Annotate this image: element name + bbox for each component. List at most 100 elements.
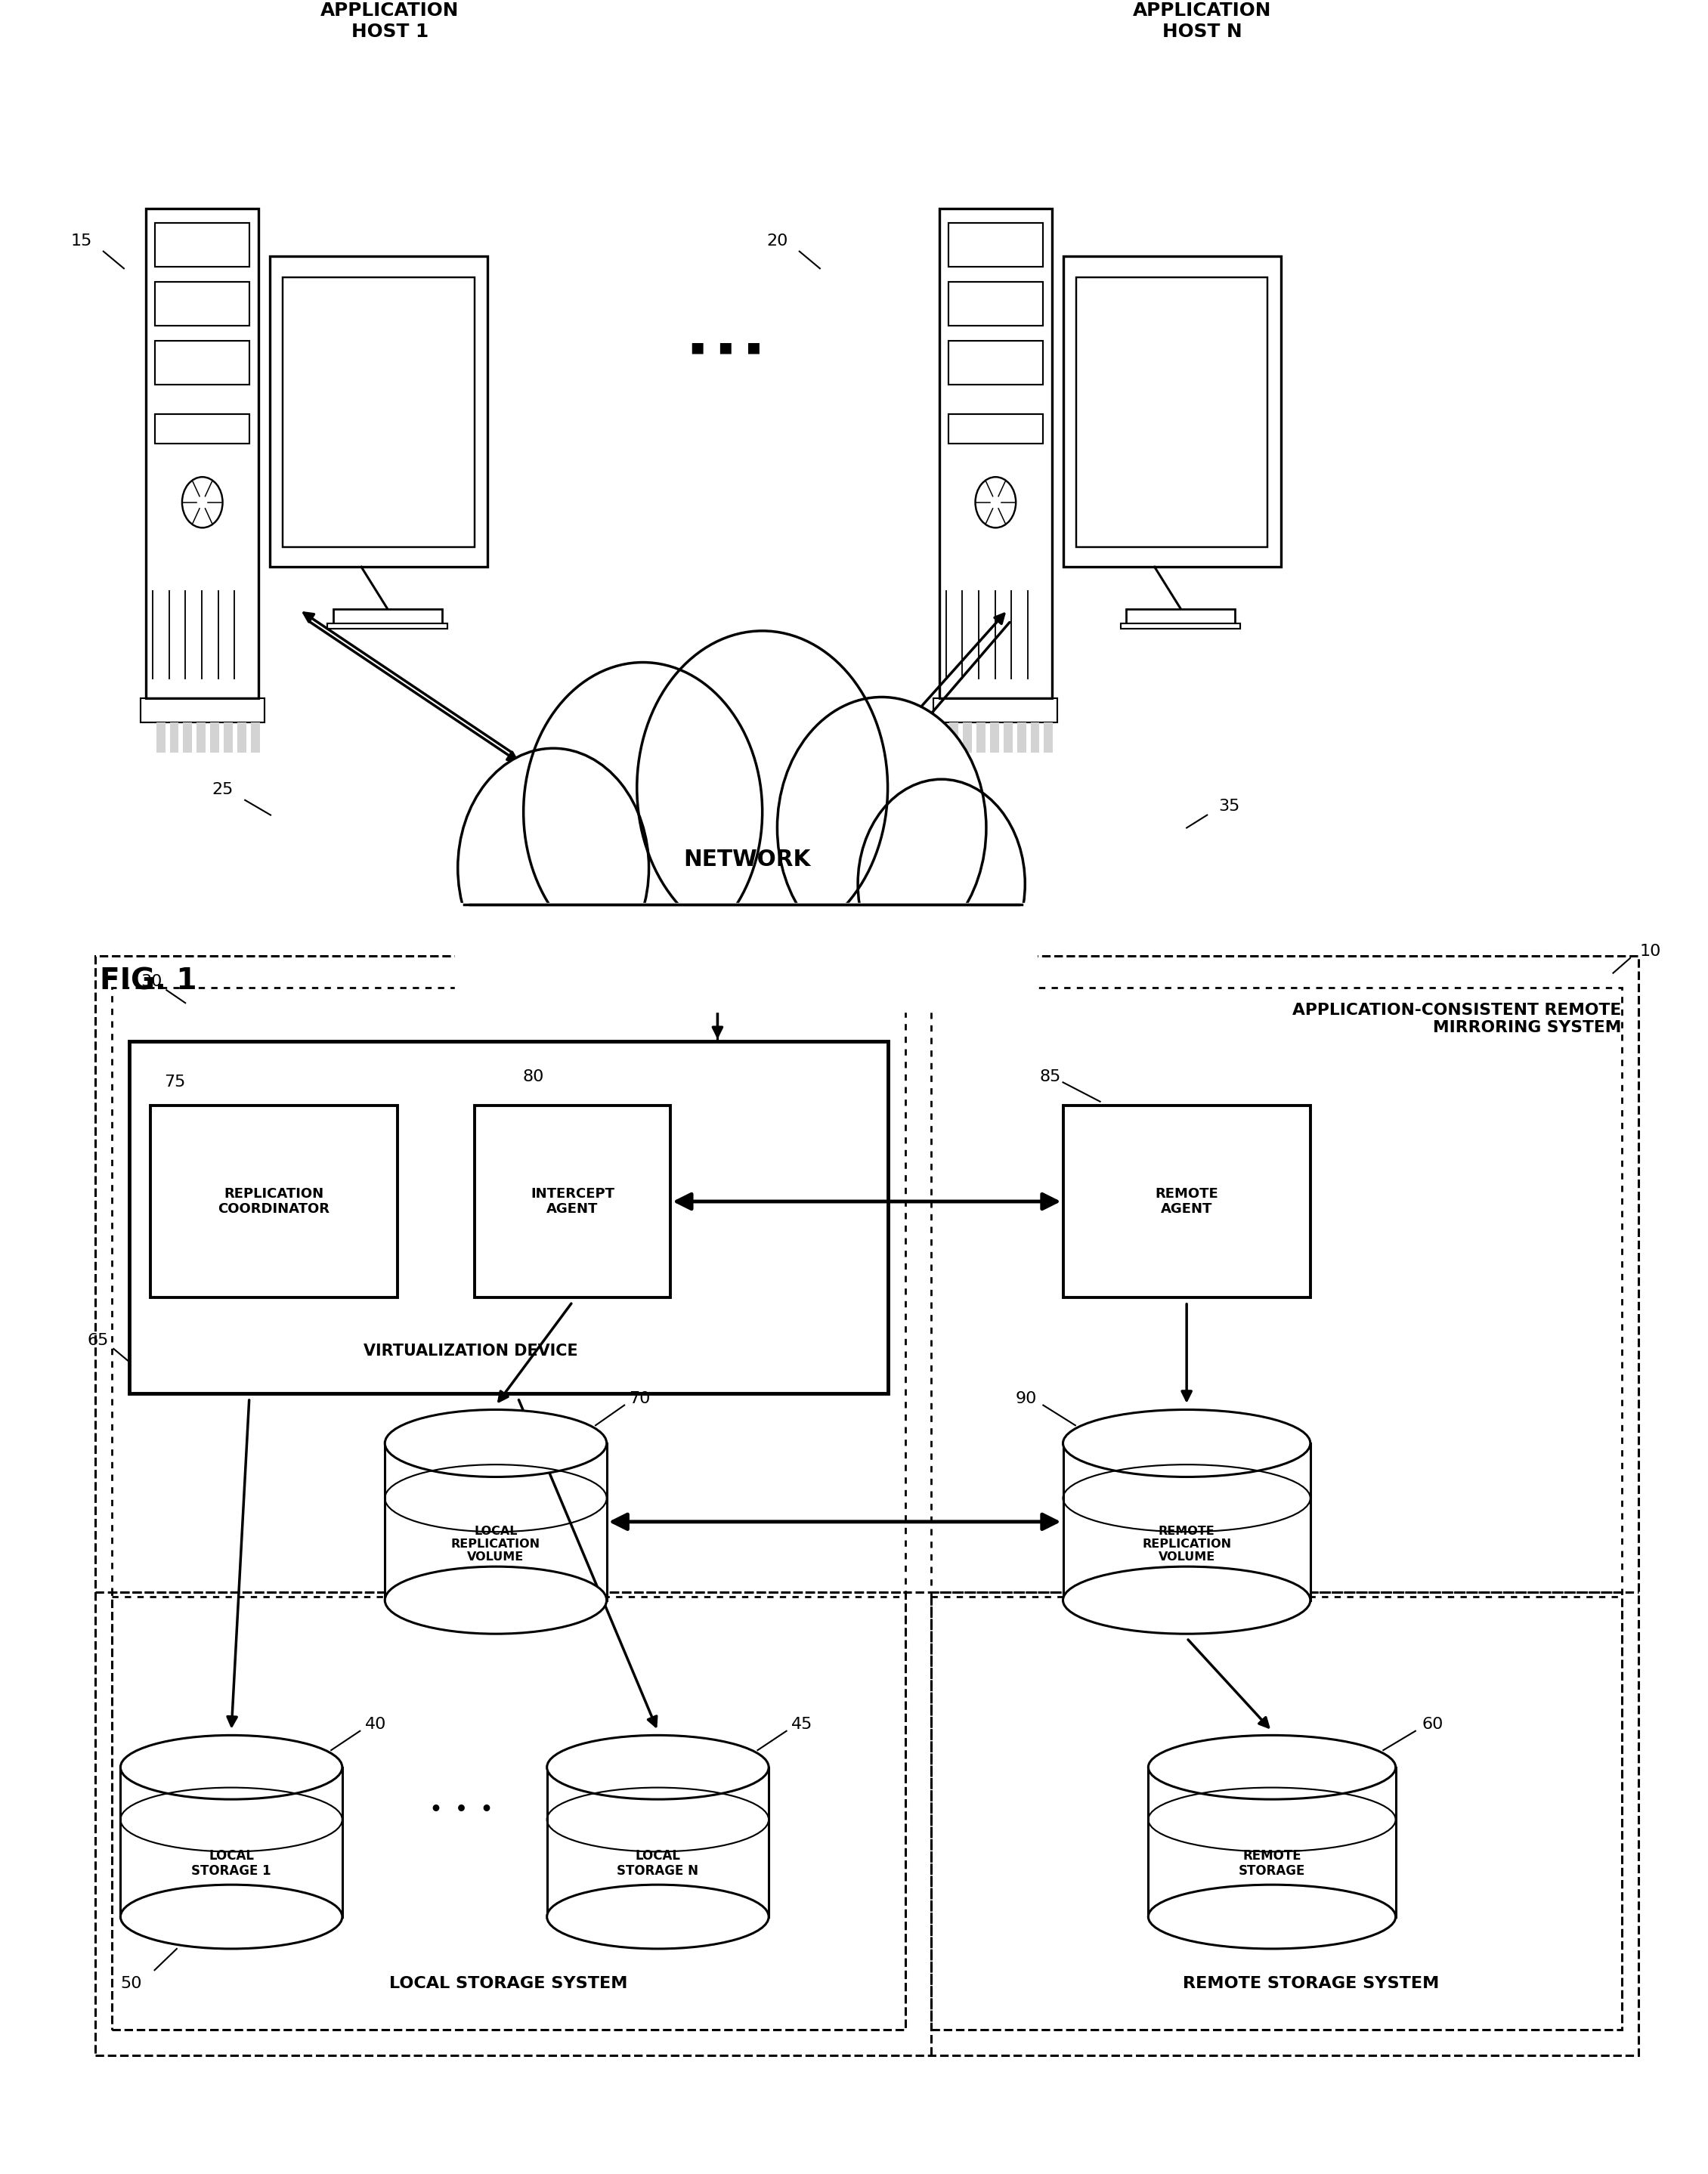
Bar [251,722,260,752]
Bar [948,224,1044,267]
Text: 70: 70 [629,1391,651,1407]
Bar [1030,722,1040,752]
Bar [948,413,1044,443]
Circle shape [975,476,1016,528]
Text: FIG. 1: FIG. 1 [101,967,196,996]
Text: 50: 50 [121,1976,142,1991]
Bar [931,987,1621,1596]
Bar [155,341,249,385]
Ellipse shape [1148,1735,1395,1800]
Bar [1062,1444,1310,1600]
Text: NETWORK: NETWORK [683,848,811,872]
Circle shape [183,476,222,528]
Bar [155,224,249,267]
Bar [475,1104,671,1298]
Ellipse shape [1148,1885,1395,1948]
Bar [183,722,193,752]
Text: 80: 80 [523,1070,545,1085]
Bar [454,902,1037,1011]
Bar [1120,624,1240,628]
Bar [1016,722,1027,752]
Bar [150,1104,398,1298]
FancyBboxPatch shape [1126,609,1235,624]
Bar [147,209,258,698]
Text: REMOTE
AGENT: REMOTE AGENT [1155,1187,1218,1215]
Bar [1062,1104,1310,1298]
Text: 20: 20 [767,233,787,248]
Bar [948,283,1044,326]
Text: 75: 75 [164,1074,186,1089]
Bar [939,209,1052,698]
Bar [1062,257,1281,567]
Bar [210,722,219,752]
Bar [155,283,249,326]
Bar [237,722,246,752]
Text: APPLICATION
HOST 1: APPLICATION HOST 1 [321,2,459,41]
Ellipse shape [384,1409,606,1476]
Ellipse shape [1062,1567,1310,1635]
Bar [934,698,1057,722]
Text: 55: 55 [941,974,962,989]
Bar [1044,722,1054,752]
Bar [169,722,179,752]
Bar [1004,722,1013,752]
Text: 40: 40 [366,1717,386,1733]
Ellipse shape [121,1885,342,1948]
Bar [96,957,1638,2057]
Ellipse shape [384,1567,606,1635]
Text: 10: 10 [1640,944,1662,959]
Text: REMOTE STORAGE SYSTEM: REMOTE STORAGE SYSTEM [1182,1976,1440,1991]
Bar [284,278,475,548]
Text: 35: 35 [1218,798,1240,813]
Text: 60: 60 [1423,1717,1443,1733]
Text: REPLICATION
COORDINATOR: REPLICATION COORDINATOR [219,1187,330,1215]
Bar [113,987,905,1596]
Bar [1148,1767,1395,1917]
Bar [384,1444,606,1600]
Text: VIRTUALIZATION DEVICE: VIRTUALIZATION DEVICE [364,1344,577,1359]
Text: REMOTE
REPLICATION
VOLUME: REMOTE REPLICATION VOLUME [1143,1526,1231,1563]
Bar [931,1591,1621,2031]
Text: 90: 90 [1015,1391,1037,1407]
Bar [155,413,249,443]
Bar [991,722,999,752]
Bar [140,698,265,722]
Text: LOCAL
STORAGE N: LOCAL STORAGE N [617,1848,699,1878]
Ellipse shape [547,1885,769,1948]
Bar [1076,278,1267,548]
Ellipse shape [547,1735,769,1800]
Text: 25: 25 [212,783,234,798]
Bar [977,722,986,752]
Text: LOCAL
STORAGE 1: LOCAL STORAGE 1 [191,1848,272,1878]
Text: APPLICATION-CONSISTENT REMOTE
MIRRORING SYSTEM: APPLICATION-CONSISTENT REMOTE MIRRORING … [1293,1002,1621,1035]
Bar [270,257,487,567]
Bar [121,1767,342,1917]
Text: 45: 45 [791,1717,813,1733]
Ellipse shape [121,1735,342,1800]
Text: APPLICATION
HOST N: APPLICATION HOST N [1132,2,1271,41]
Bar [224,722,232,752]
Ellipse shape [1062,1409,1310,1476]
Circle shape [637,630,888,946]
Text: 15: 15 [70,233,92,248]
Bar [948,341,1044,385]
Text: ■   ■   ■: ■ ■ ■ [692,341,762,354]
Text: 65: 65 [87,1333,109,1348]
Circle shape [777,698,986,959]
Bar [113,1591,905,2031]
Bar [155,722,166,752]
Text: LOCAL
REPLICATION
VOLUME: LOCAL REPLICATION VOLUME [451,1526,540,1563]
Text: •  •  •: • • • [430,1800,494,1820]
Text: LOCAL STORAGE SYSTEM: LOCAL STORAGE SYSTEM [389,1976,629,1991]
Circle shape [857,778,1025,989]
Circle shape [523,663,762,961]
Bar [950,722,958,752]
Text: 30: 30 [140,974,162,989]
FancyBboxPatch shape [333,609,442,624]
Bar [196,722,205,752]
Bar [963,722,972,752]
Text: REMOTE
STORAGE: REMOTE STORAGE [1238,1848,1305,1878]
Bar [328,624,447,628]
Text: 85: 85 [1040,1070,1061,1085]
Bar [130,1041,888,1394]
